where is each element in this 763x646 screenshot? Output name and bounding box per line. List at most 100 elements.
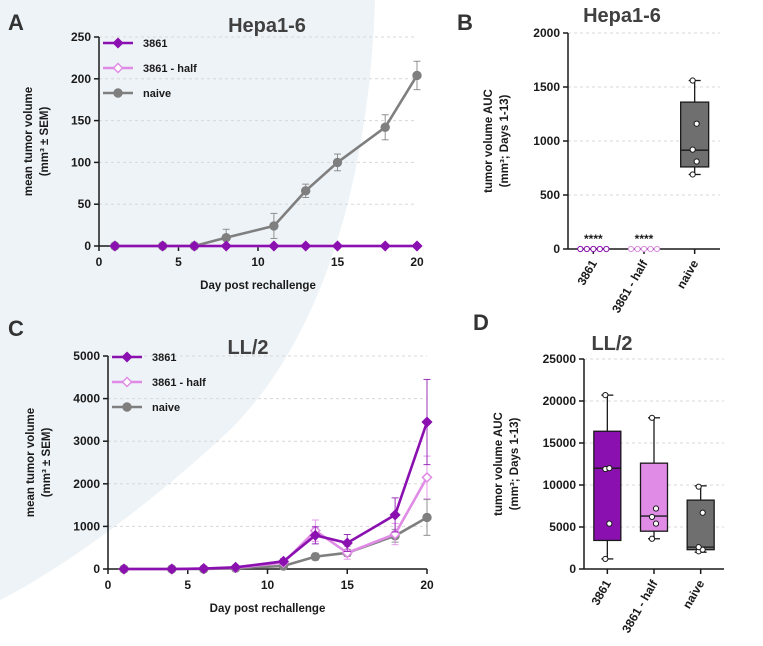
box-iqr <box>639 462 669 532</box>
chart-title: LL/2 <box>591 333 632 355</box>
y-axis-label-line1: mean tumor volume <box>23 87 35 196</box>
data-point <box>583 245 590 253</box>
x-tick-label: 5 <box>175 255 182 269</box>
legend-swatch-marker <box>112 62 124 74</box>
x-tick-label: 10 <box>251 255 265 269</box>
data-point <box>230 561 242 573</box>
x-tick-label: 15 <box>331 255 345 269</box>
x-tick-label: 10 <box>261 578 275 592</box>
data-point <box>647 245 654 253</box>
legend-label: naive <box>152 402 180 414</box>
legend-swatch-marker <box>121 376 133 388</box>
x-tick-label: 0 <box>96 255 103 269</box>
data-point <box>689 171 696 178</box>
x-tick-label: 20 <box>420 578 434 592</box>
panel-letter-c: C <box>8 316 24 341</box>
legend-label: 3861 - half <box>143 63 197 75</box>
y-tick-label: 5000 <box>73 349 100 363</box>
data-point <box>301 186 311 196</box>
data-point <box>603 245 610 253</box>
category-label: 3861 <box>588 577 614 607</box>
y-tick-label: 3000 <box>73 434 100 448</box>
y-tick-label: 1000 <box>533 134 560 148</box>
y-tick-label: 15000 <box>543 436 577 450</box>
y-axis-label-line2: (mm³ ± SEM) <box>39 107 51 177</box>
y-tick-label: 500 <box>540 188 560 202</box>
panel-letter-a: A <box>8 10 24 35</box>
data-point <box>118 563 130 575</box>
chart-title: LL/2 <box>227 337 268 359</box>
data-point <box>269 221 279 231</box>
category-label: 3861 <box>574 257 600 287</box>
data-point <box>648 535 656 542</box>
y-axis-label: tumor volume AUC (mm³; Days 1-13) <box>493 412 521 516</box>
y-tick-label: 2000 <box>73 477 100 491</box>
data-point <box>379 240 391 252</box>
legend-label: 3861 <box>143 38 167 50</box>
box-naive: naive <box>674 77 710 291</box>
y-tick-label: 100 <box>71 155 91 169</box>
data-point <box>421 416 433 428</box>
y-tick-label: 1000 <box>73 519 100 533</box>
y-axis-label: tumor volume AUC (mm³; Days 1-13) <box>483 89 511 193</box>
x-axis-label: Day post rechallenge <box>200 280 316 292</box>
series-3861 <box>109 240 423 252</box>
y-tick-label: 0 <box>84 239 91 253</box>
category-label: 3861 - half <box>619 577 661 636</box>
y-axis-label-line2: (mm³; Days 1-13) <box>499 94 511 187</box>
data-point <box>699 509 706 516</box>
legend-swatch-marker <box>113 88 123 98</box>
y-tick-label: 5000 <box>549 520 576 534</box>
data-point <box>693 158 700 165</box>
data-point <box>380 122 390 132</box>
y-axis-label: mean tumor volume (mm³ ± SEM) <box>25 408 53 517</box>
data-point <box>652 520 660 527</box>
data-point <box>652 505 660 512</box>
box-iqr <box>686 499 715 551</box>
y-axis-label-line1: tumor volume AUC <box>493 412 505 516</box>
y-tick-label: 50 <box>78 197 92 211</box>
y-tick-label: 200 <box>71 72 91 86</box>
panel-letter-b: B <box>457 10 473 35</box>
x-tick-label: 0 <box>105 578 112 592</box>
data-point <box>693 120 700 127</box>
panel-d-box-plot: 0 5000 10000 15000 20000 25000 3861 3861 - half… <box>493 333 724 635</box>
data-point <box>695 483 702 490</box>
significance-label: **** <box>635 232 654 246</box>
data-point <box>653 245 661 253</box>
data-point <box>188 240 200 252</box>
y-axis-label-line2: (mm³ ± SEM) <box>41 428 53 498</box>
data-point <box>198 563 210 575</box>
category-label: naive <box>680 577 708 611</box>
category-label: naive <box>674 257 702 291</box>
chart-title: Hepa1-6 <box>583 5 661 27</box>
data-point <box>341 537 353 549</box>
x-tick-label: 5 <box>184 578 191 592</box>
data-point <box>590 245 597 253</box>
data-point <box>220 240 232 252</box>
legend-label: naive <box>143 88 171 100</box>
x-axis-label: Day post rechallenge <box>210 603 326 615</box>
y-tick-label: 20000 <box>543 394 577 408</box>
data-point <box>648 513 656 521</box>
y-tick-label: 250 <box>71 30 91 44</box>
data-point <box>277 555 290 567</box>
data-point <box>602 392 609 399</box>
y-tick-label: 0 <box>553 242 560 256</box>
panel-letter-d: D <box>473 310 489 335</box>
data-point <box>634 245 641 253</box>
data-point <box>412 70 422 81</box>
y-axis-label: mean tumor volume (mm³ ± SEM) <box>23 87 51 196</box>
legend-swatch-marker <box>121 351 133 363</box>
y-tick-label: 1500 <box>533 80 560 94</box>
data-point <box>422 512 432 523</box>
y-tick-label: 4000 <box>73 392 100 406</box>
box-iqr <box>680 101 710 168</box>
data-point <box>268 240 280 252</box>
data-point <box>332 157 343 168</box>
data-point <box>577 245 584 253</box>
y-axis-label-line1: mean tumor volume <box>25 408 37 517</box>
data-point <box>648 414 656 421</box>
box-3861: 3861 <box>588 392 622 608</box>
